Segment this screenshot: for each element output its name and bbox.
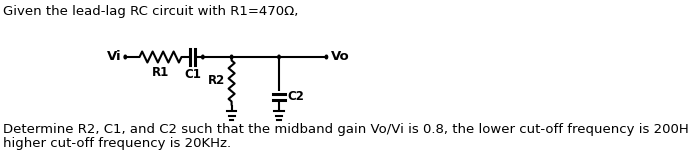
Text: C2: C2 — [287, 90, 304, 103]
Text: Vo: Vo — [331, 51, 349, 63]
Circle shape — [124, 55, 127, 59]
Text: C1: C1 — [184, 68, 200, 81]
Circle shape — [230, 55, 233, 59]
Circle shape — [325, 55, 328, 59]
Text: R1: R1 — [152, 67, 169, 79]
Text: higher cut-off frequency is 20KHz.: higher cut-off frequency is 20KHz. — [3, 137, 232, 150]
Text: Given the lead-lag RC circuit with R1=470Ω,: Given the lead-lag RC circuit with R1=47… — [3, 5, 299, 18]
Text: R2: R2 — [207, 75, 225, 87]
Circle shape — [202, 55, 204, 59]
Text: Determine R2, C1, and C2 such that the midband gain Vo/Vi is 0.8, the lower cut-: Determine R2, C1, and C2 such that the m… — [3, 123, 689, 136]
Circle shape — [278, 55, 280, 59]
Text: Vi: Vi — [107, 51, 121, 63]
